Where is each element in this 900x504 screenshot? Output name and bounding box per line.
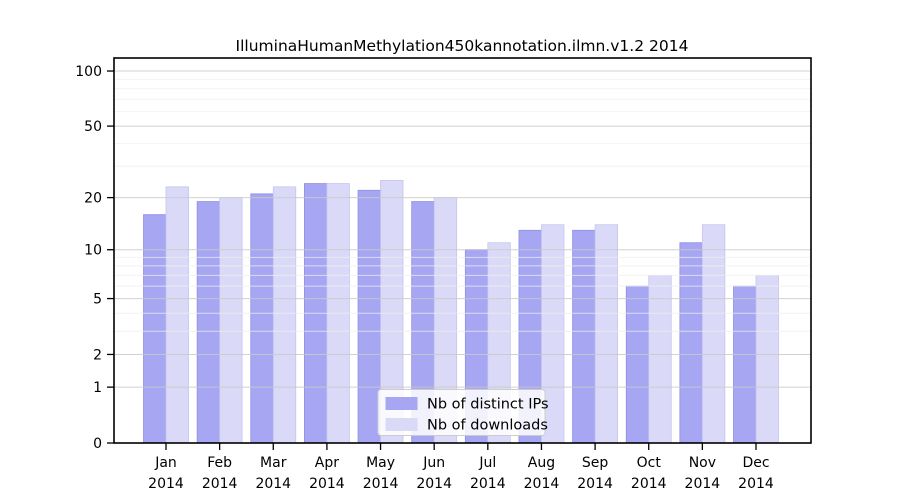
plot-frame bbox=[113, 57, 812, 444]
x-tick-label-year-mar: 2014 bbox=[255, 476, 291, 492]
x-tick-label-year-oct: 2014 bbox=[631, 476, 667, 492]
legend-swatch-distinct-ips bbox=[385, 397, 418, 410]
x-tick-label-month-may: May bbox=[366, 455, 395, 471]
x-tick-label-month-jul: Jul bbox=[478, 455, 496, 471]
bar-distinct-ips-nov bbox=[679, 242, 703, 444]
x-tick-label-year-dec: 2014 bbox=[738, 476, 774, 492]
x-tick-label-month-jun: Jun bbox=[422, 455, 445, 471]
y-tick-label-50: 50 bbox=[84, 119, 102, 135]
bar-distinct-ips-dec bbox=[733, 285, 757, 444]
x-tick-label-month-apr: Apr bbox=[315, 455, 339, 471]
y-tick-label-5: 5 bbox=[93, 292, 102, 308]
x-tick-label-month-feb: Feb bbox=[207, 455, 232, 471]
x-tick-label-month-jan: Jan bbox=[154, 455, 177, 471]
x-tick-label-month-nov: Nov bbox=[689, 455, 716, 471]
y-tick-label-0: 0 bbox=[93, 436, 102, 452]
y-tick-label-100: 100 bbox=[75, 64, 102, 80]
x-tick-label-year-nov: 2014 bbox=[685, 476, 721, 492]
legend: Nb of distinct IPs Nb of downloads bbox=[377, 389, 549, 436]
bar-downloads-dec bbox=[755, 274, 779, 444]
grid-layer bbox=[114, 70, 811, 388]
bar-distinct-ips-mar bbox=[250, 193, 274, 444]
legend-swatch-downloads bbox=[385, 418, 418, 431]
y-tick-label-20: 20 bbox=[84, 191, 102, 207]
x-tick-label-year-jan: 2014 bbox=[148, 476, 184, 492]
x-tick-label-year-aug: 2014 bbox=[524, 476, 560, 492]
x-tick-label-month-dec: Dec bbox=[742, 455, 769, 471]
x-tick-label-year-jul: 2014 bbox=[470, 476, 506, 492]
legend-label-downloads: Nb of downloads bbox=[427, 418, 548, 434]
x-tick-label-year-apr: 2014 bbox=[309, 476, 345, 492]
bar-distinct-ips-jan bbox=[143, 214, 167, 444]
bar-downloads-jan bbox=[165, 186, 189, 444]
x-tick-label-month-sep: Sep bbox=[582, 455, 609, 471]
bar-distinct-ips-sep bbox=[572, 229, 596, 444]
y-tick-label-10: 10 bbox=[84, 243, 102, 259]
x-tick-label-month-oct: Oct bbox=[637, 455, 662, 471]
y-tick-label-1: 1 bbox=[93, 380, 102, 396]
bar-distinct-ips-feb bbox=[196, 201, 221, 444]
bar-distinct-ips-may bbox=[357, 189, 381, 444]
x-tick-label-month-mar: Mar bbox=[260, 455, 287, 471]
bar-downloads-mar bbox=[272, 186, 297, 444]
bar-downloads-feb bbox=[219, 197, 243, 444]
bar-downloads-oct bbox=[648, 274, 672, 444]
chart-title: IlluminaHumanMethylation450kannotation.i… bbox=[236, 37, 689, 55]
x-tick-label-year-sep: 2014 bbox=[577, 476, 613, 492]
legend-box bbox=[377, 389, 546, 436]
bar-distinct-ips-oct bbox=[625, 285, 650, 444]
y-tick-label-2: 2 bbox=[93, 347, 102, 363]
x-tick-label-month-aug: Aug bbox=[528, 455, 555, 471]
x-tick-label-year-feb: 2014 bbox=[202, 476, 238, 492]
x-tick-label-year-may: 2014 bbox=[363, 476, 399, 492]
axes-layer: 1005020105210Jan2014Feb2014Mar2014Apr201… bbox=[75, 57, 812, 492]
legend-label-distinct-ips: Nb of distinct IPs bbox=[427, 397, 549, 413]
x-tick-label-year-jun: 2014 bbox=[416, 476, 452, 492]
